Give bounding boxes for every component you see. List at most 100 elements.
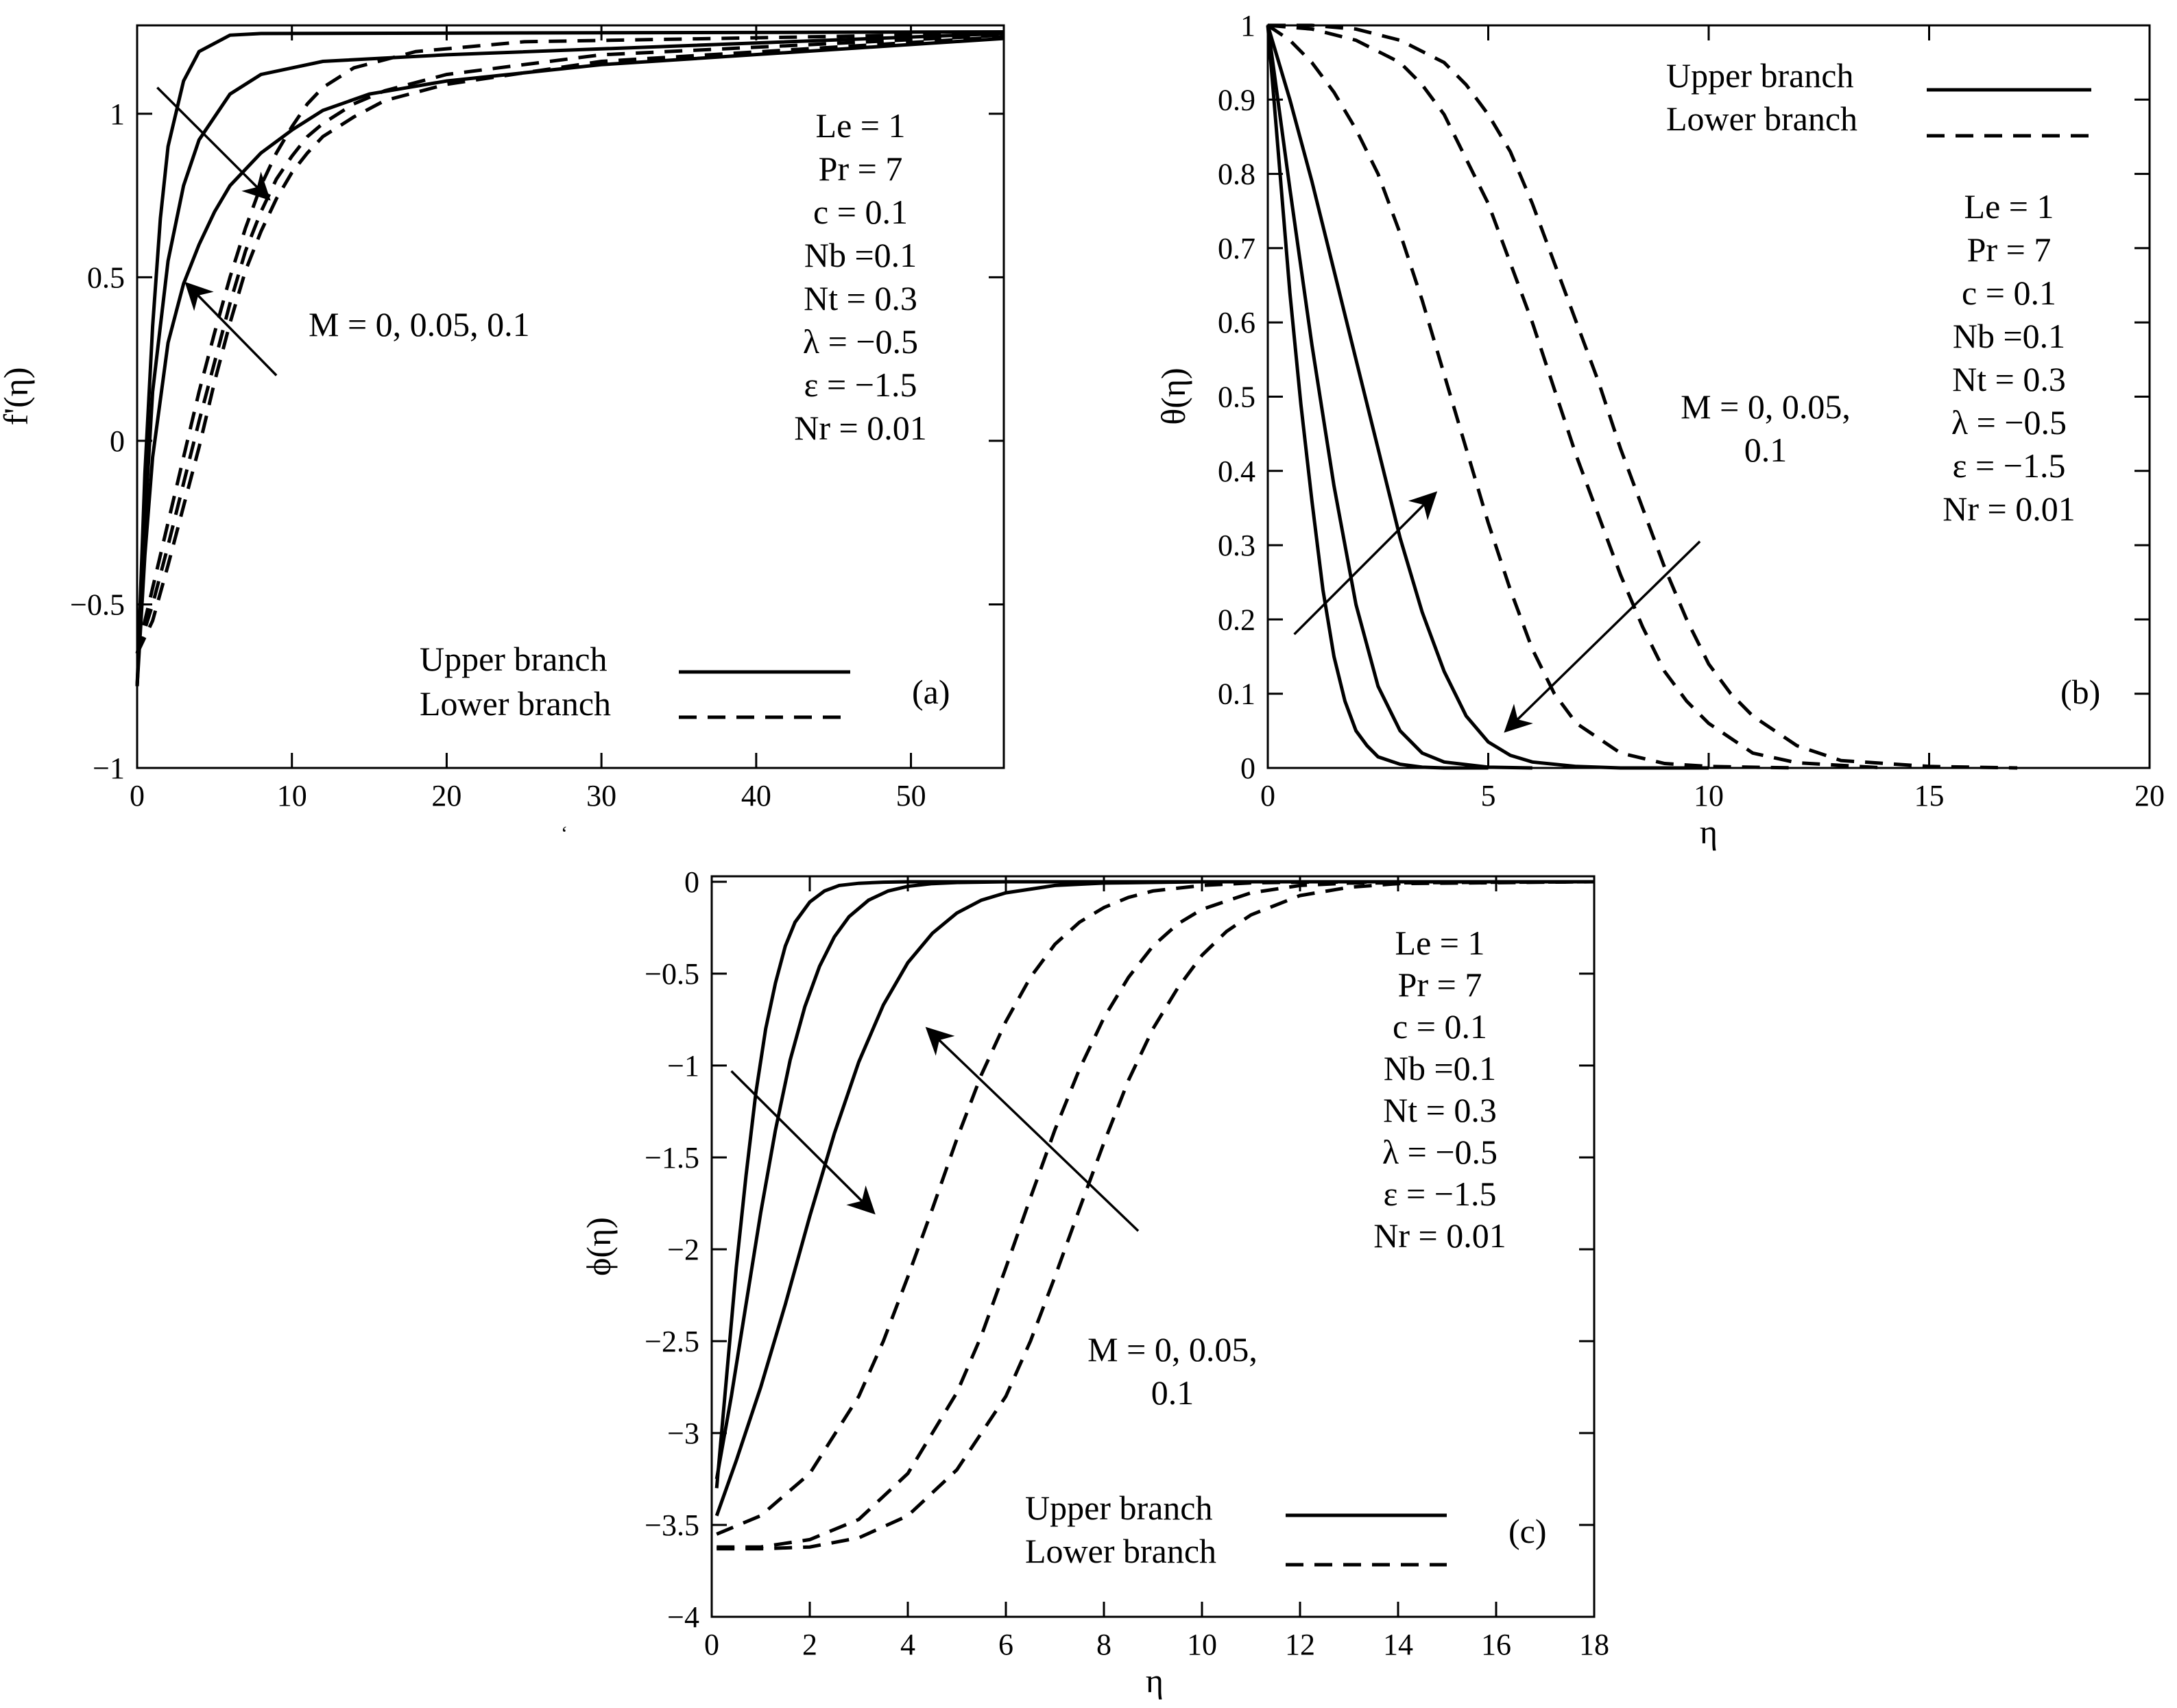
- chart-3-xtick-label: 4: [900, 1628, 915, 1661]
- chart-3-parameter-label: Pr = 7: [1398, 965, 1482, 1004]
- chart-2-ytick-label: 0.1: [1218, 677, 1255, 711]
- chart-1-y-axis-title: f'(η): [0, 367, 35, 425]
- panel-b-chart: 0 5 10 15 20 0 0.1 0.2 0.3 0.4 0.5 0.6 0.7 0.8 0.9 1 θ(η…: [1154, 9, 2165, 851]
- chart-1-series-upper-2: [135, 32, 1005, 686]
- chart-3-xtick-label: 16: [1481, 1628, 1511, 1661]
- chart-1-series-lower-3: [135, 35, 1005, 655]
- chart-3-series-lower-3: [717, 880, 1595, 1551]
- chart-2-ytick-label: 0.9: [1218, 83, 1255, 117]
- chart-1-parameter-label: Nt = 0.3: [804, 279, 917, 317]
- chart-2-ytick-label: 0.3: [1218, 529, 1255, 562]
- chart-3-xtick-label: 18: [1579, 1628, 1609, 1661]
- chart-1-trend-arrow-1: [156, 86, 271, 201]
- chart-1-series-lower-1: [135, 32, 1005, 654]
- chart-1-m-annotation: M = 0, 0.05, 0.1: [309, 305, 530, 344]
- chart-1-ytick-label: −0.5: [70, 588, 125, 621]
- chart-1-panel-label: (a): [912, 673, 950, 711]
- chart-3-series-lower-2: [717, 880, 1595, 1549]
- chart-3-xtick-label: 6: [998, 1628, 1013, 1661]
- chart-3-m-annotation: 0.1: [1151, 1373, 1194, 1412]
- chart-3-parameter-label: Nr = 0.01: [1373, 1216, 1506, 1255]
- chart-3-plot-frame: [710, 875, 1596, 1618]
- chart-3-xtick-label: 10: [1187, 1628, 1217, 1661]
- stray-mark: ʻ: [561, 822, 568, 845]
- chart-1-parameter-label: Nr = 0.01: [794, 409, 926, 447]
- chart-3-series-upper-2: [714, 880, 1594, 1480]
- chart-3-xtick-label: 2: [802, 1628, 817, 1661]
- chart-2-parameter-label: Pr = 7: [1967, 230, 2052, 269]
- chart-2-trend-arrow-1: [1293, 491, 1438, 636]
- chart-3-parameter-label: λ = −0.5: [1382, 1133, 1498, 1171]
- chart-2-ytick-label: 0.2: [1218, 603, 1255, 636]
- chart-3-ytick-label: −3: [667, 1417, 699, 1450]
- chart-3-ytick-label: 0: [684, 865, 699, 899]
- chart-3-ytick-label: −1.5: [645, 1141, 699, 1175]
- chart-1-ytick-label: 0.5: [87, 261, 125, 294]
- chart-3-trend-arrow-2: [925, 1026, 1140, 1232]
- chart-3-legend-upper-label: Upper branch: [1025, 1489, 1213, 1527]
- chart-3-parameter-label: Nb =0.1: [1384, 1049, 1496, 1087]
- chart-2-y-axis-title: θ(η): [1154, 368, 1192, 424]
- chart-1-ytick-label: −1: [93, 751, 125, 785]
- chart-1-parameter-label: Pr = 7: [819, 149, 903, 188]
- chart-3-ytick-label: −4: [667, 1600, 699, 1634]
- chart-2-xtick-label: 10: [1694, 779, 1724, 813]
- chart-3-legend-lower-label: Lower branch: [1025, 1532, 1216, 1570]
- chart-2-parameter-label: λ = −0.5: [1951, 403, 2067, 442]
- chart-1-ytick-label: 1: [110, 97, 125, 131]
- chart-1-trend-arrow-2: [184, 282, 278, 376]
- chart-2-series-lower-1: [1266, 23, 1797, 770]
- chart-2-legend-upper-label: Upper branch: [1666, 56, 1854, 95]
- chart-2-parameter-label: ε = −1.5: [1953, 446, 2066, 485]
- chart-2-ytick-label: 0.5: [1218, 381, 1255, 414]
- chart-1-series-upper-1: [135, 30, 1005, 686]
- chart-3-m-annotation: M = 0, 0.05,: [1087, 1330, 1258, 1369]
- chart-2-series-lower-3: [1268, 23, 2018, 770]
- chart-3-ytick-label: −0.5: [645, 957, 699, 991]
- chart-2-series-upper-2: [1266, 25, 1532, 770]
- chart-2-parameter-label: Le = 1: [1964, 187, 2054, 226]
- chart-3-series-lower-1: [716, 880, 1595, 1536]
- chart-1-plot-frame: [136, 24, 1005, 769]
- chart-2-series-lower-2: [1267, 23, 1886, 770]
- chart-3-ytick-label: −2: [667, 1233, 699, 1266]
- chart-1-parameter-label: c = 0.1: [813, 193, 908, 231]
- chart-3-xtick-label: 0: [704, 1628, 719, 1661]
- chart-1-parameter-label: ε = −1.5: [804, 365, 917, 404]
- chart-2-series-upper-1: [1266, 25, 1489, 770]
- chart-2-m-annotation: M = 0, 0.05,: [1681, 387, 1851, 426]
- chart-2-ytick-label: 0.6: [1218, 306, 1255, 339]
- chart-2-m-annotation: 0.1: [1744, 431, 1788, 469]
- chart-1-xtick-label: 50: [896, 779, 926, 813]
- chart-2-xtick-label: 20: [2134, 779, 2165, 813]
- chart-2-series-upper-3: [1266, 25, 1709, 770]
- chart-1-ytick-label: 0: [110, 424, 125, 458]
- chart-2-ytick-label: 1: [1240, 9, 1255, 43]
- chart-2-parameter-label: Nt = 0.3: [1952, 360, 2066, 398]
- chart-3-x-axis-title: η: [1146, 1661, 1164, 1700]
- chart-3-series-upper-1: [714, 880, 1594, 1489]
- panel-c-chart: 0 2 4 6 8 10 12 14 16 18 −4 −3.5 −3 −2.5 −2 −1.5 −1 −0.5 0…: [579, 865, 1609, 1700]
- chart-3-y-axis-title: ϕ(η): [579, 1217, 618, 1276]
- chart-1-legend-lower-label: Lower branch: [420, 684, 611, 723]
- chart-2-parameter-label: Nr = 0.01: [1943, 490, 2075, 528]
- chart-1-xtick-label: 10: [277, 779, 307, 813]
- chart-2-xtick-label: 15: [1914, 779, 1945, 813]
- chart-3-parameter-label: Nt = 0.3: [1383, 1091, 1497, 1129]
- chart-1-xtick-label: 40: [741, 779, 771, 813]
- chart-3-ytick-label: −3.5: [645, 1508, 699, 1542]
- chart-2-ytick-label: 0: [1240, 751, 1255, 785]
- chart-1-xtick-label: 0: [130, 779, 145, 813]
- chart-3-parameter-label: ε = −1.5: [1384, 1175, 1497, 1213]
- chart-3-xtick-label: 14: [1383, 1628, 1413, 1661]
- chart-3-parameter-label: Le = 1: [1395, 924, 1485, 962]
- chart-2-ytick-label: 0.4: [1218, 455, 1255, 488]
- chart-3-parameter-label: c = 0.1: [1393, 1007, 1487, 1046]
- chart-3-ytick-label: −1: [667, 1049, 699, 1083]
- panel-a-chart: 0 10 20 30 40 50 −1 −0.5 0 0.5 1 f'(η) Le = 1 Pr = 7 c…: [0, 24, 1005, 813]
- chart-1-xtick-label: 20: [431, 779, 461, 813]
- chart-2-panel-label: (b): [2060, 673, 2100, 711]
- chart-1-parameter-label: Nb =0.1: [804, 236, 917, 274]
- chart-3-panel-label: (c): [1508, 1512, 1547, 1550]
